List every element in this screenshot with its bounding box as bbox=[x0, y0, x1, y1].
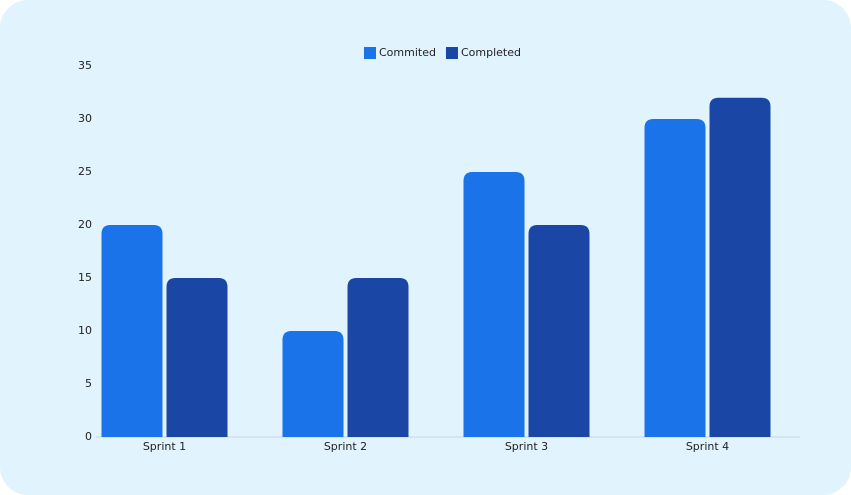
x-tick-label: Sprint 2 bbox=[324, 440, 367, 453]
y-tick-label: 25 bbox=[78, 165, 92, 178]
x-tick-label: Sprint 3 bbox=[505, 440, 548, 453]
y-tick-label: 30 bbox=[78, 112, 92, 125]
y-tick-label: 20 bbox=[78, 218, 92, 231]
legend-swatch bbox=[445, 47, 458, 59]
y-tick-label: 10 bbox=[78, 324, 92, 337]
bar bbox=[347, 278, 409, 437]
legend-label: Commited bbox=[379, 46, 436, 59]
y-tick-label: 15 bbox=[78, 271, 92, 284]
legend-swatch bbox=[364, 47, 376, 59]
bar bbox=[166, 278, 228, 437]
y-tick-label: 5 bbox=[85, 377, 92, 390]
y-tick-label: 35 bbox=[78, 59, 92, 72]
bar bbox=[644, 119, 706, 437]
bar bbox=[528, 225, 590, 437]
bar bbox=[463, 172, 525, 437]
x-tick-label: Sprint 4 bbox=[686, 440, 729, 453]
bar bbox=[101, 225, 163, 437]
bar bbox=[282, 331, 344, 437]
bar bbox=[709, 97, 771, 438]
y-tick-label: 0 bbox=[85, 430, 92, 443]
x-tick-label: Sprint 1 bbox=[143, 440, 186, 453]
legend-label: Completed bbox=[461, 46, 521, 59]
